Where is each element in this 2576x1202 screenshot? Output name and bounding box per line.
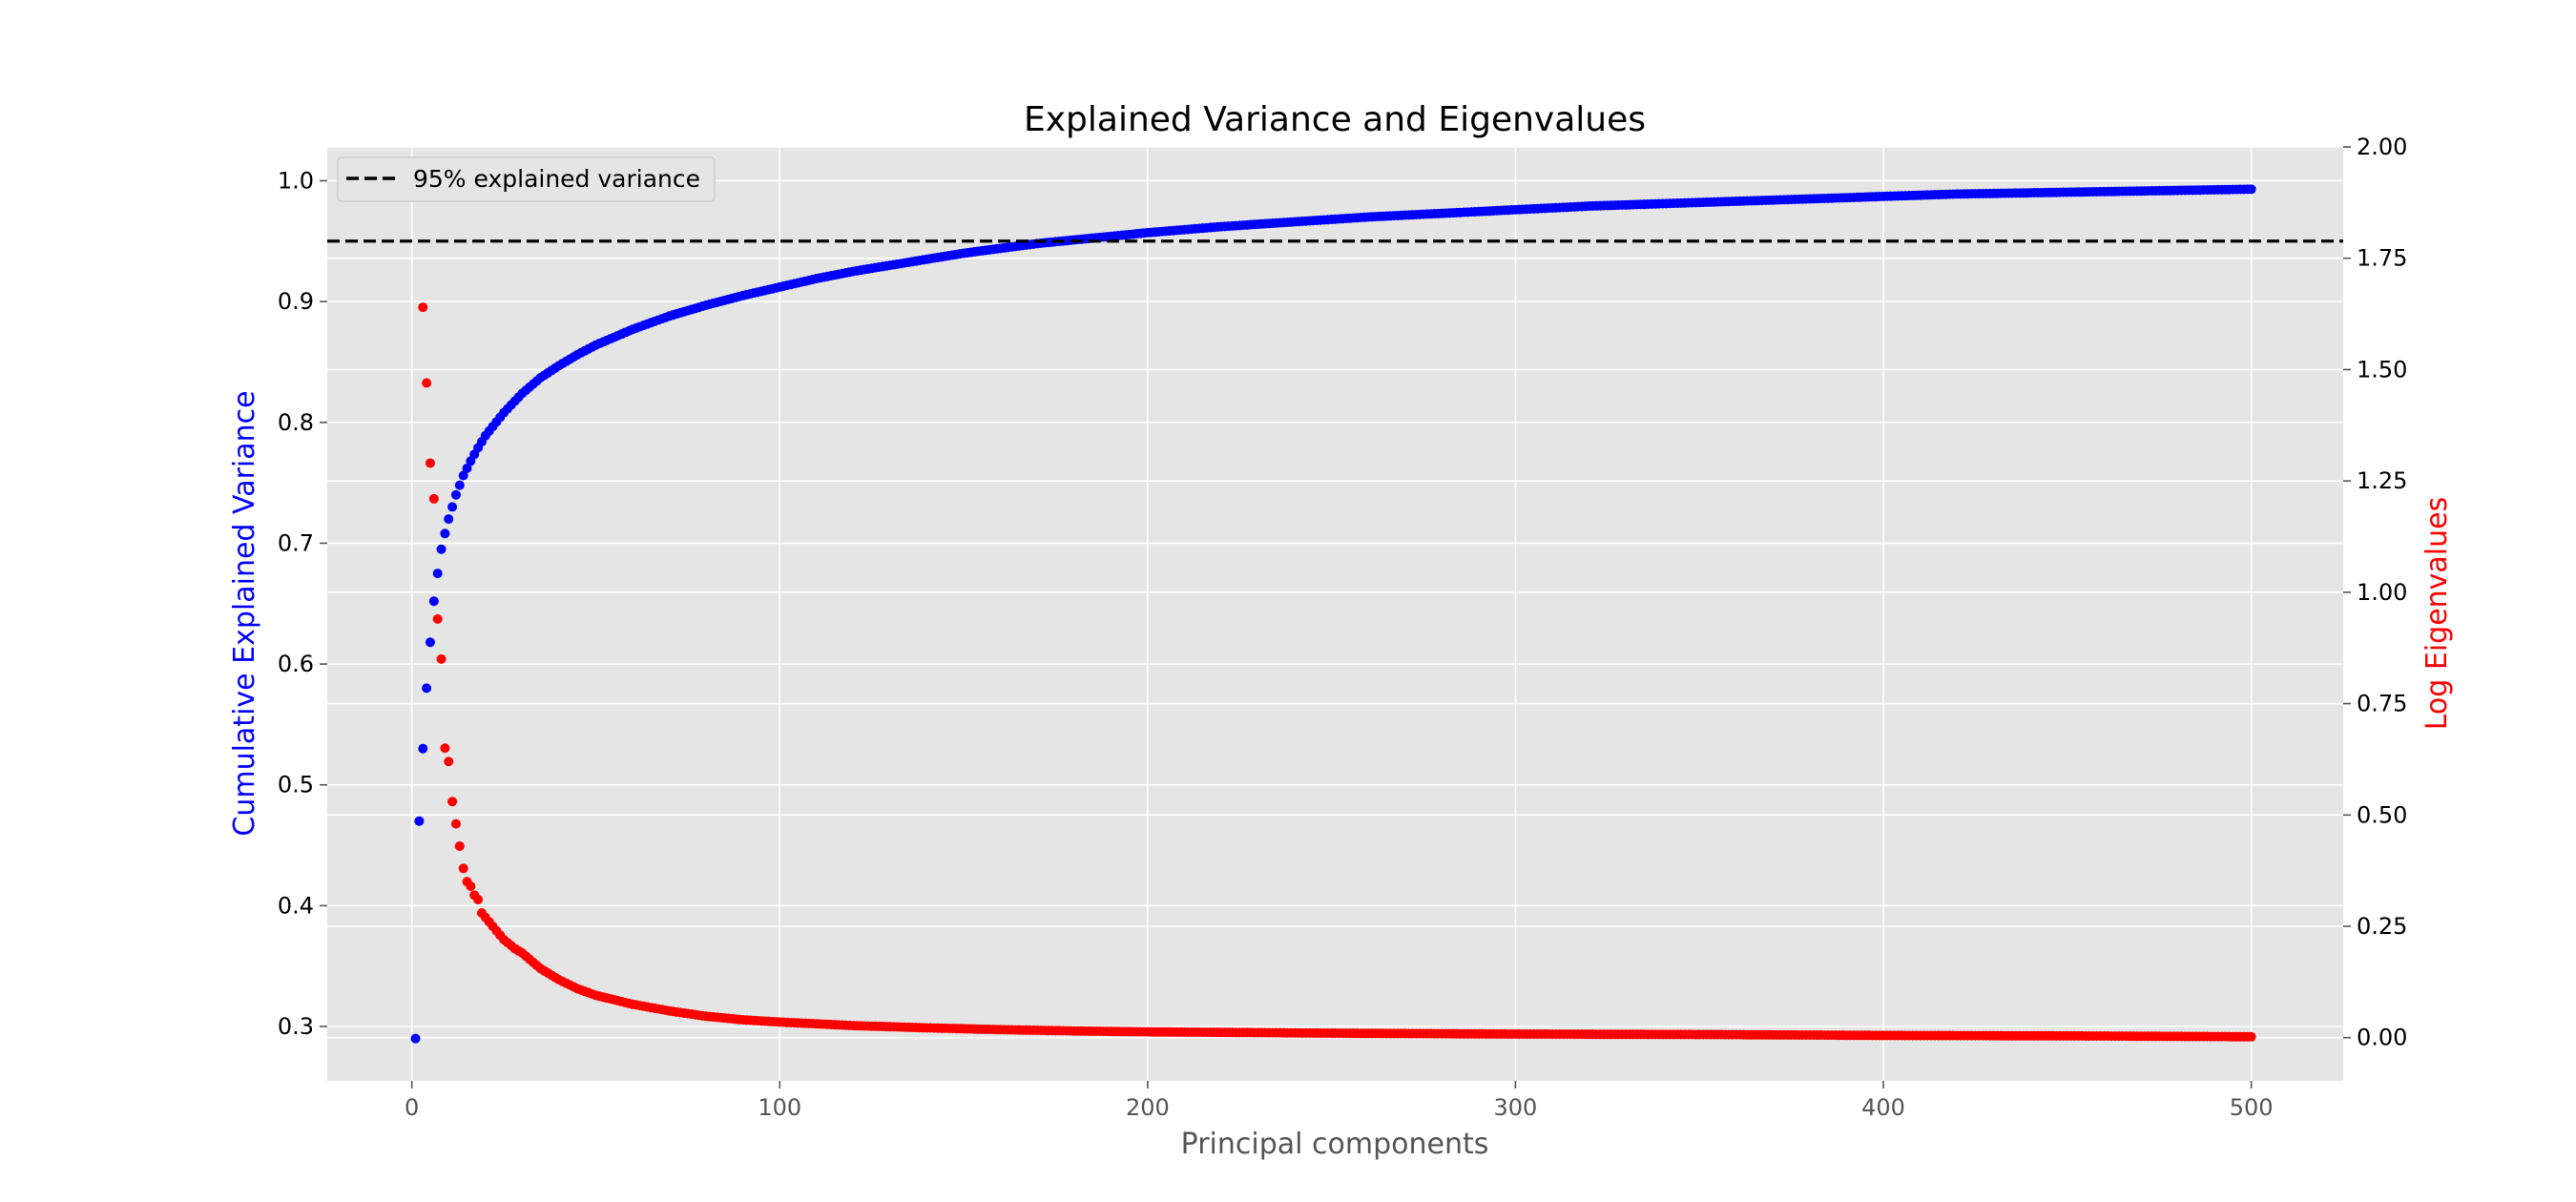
cumulative-variance-point xyxy=(436,544,447,554)
y-axis-left-label: Cumulative Explained Variance xyxy=(228,390,261,836)
cumulative-variance-point xyxy=(410,1033,421,1044)
x-tick-label: 200 xyxy=(1126,1094,1170,1121)
cumulative-variance-point xyxy=(422,683,432,694)
log-eigenvalue-point xyxy=(425,458,435,468)
plot-area xyxy=(327,147,2343,1081)
legend-entry-95-explained-variance: 95% explained variance xyxy=(413,165,700,193)
x-tick-label: 100 xyxy=(758,1094,801,1121)
cumulative-variance-series xyxy=(410,184,2256,1044)
legend: 95% explained variance xyxy=(337,156,716,202)
x-axis-label: Principal components xyxy=(1181,1128,1489,1161)
log-eigenvalue-point xyxy=(436,653,447,664)
y-left-tick-label: 1.0 xyxy=(278,167,314,194)
cumulative-variance-point xyxy=(462,463,472,473)
cumulative-variance-point xyxy=(414,816,425,826)
log-eigenvalue-point xyxy=(418,302,428,313)
cumulative-variance-point xyxy=(458,470,468,481)
chart-title: Explained Variance and Eigenvalues xyxy=(1024,100,1646,139)
y-axis-right-label: Log Eigenvalues xyxy=(2420,497,2454,731)
cumulative-variance-point xyxy=(2246,184,2256,195)
x-tick-label: 500 xyxy=(2230,1094,2274,1121)
cumulative-variance-point xyxy=(425,637,435,648)
cumulative-variance-point xyxy=(432,569,443,579)
cumulative-variance-point xyxy=(450,489,461,500)
y-left-tick-label: 0.8 xyxy=(278,409,314,436)
log-eigenvalue-point xyxy=(447,797,458,807)
log-eigenvalue-point xyxy=(466,881,476,891)
y-left-tick-label: 0.3 xyxy=(278,1013,314,1040)
log-eigenvalue-point xyxy=(422,378,432,388)
y-left-tick-label: 0.9 xyxy=(278,288,314,315)
log-eigenvalue-point xyxy=(458,863,468,874)
cumulative-variance-point xyxy=(447,502,458,512)
y-right-tick-label: 0.25 xyxy=(2357,913,2407,940)
y-left-tick-label: 0.5 xyxy=(278,772,314,798)
log-eigenvalue-point xyxy=(2246,1031,2256,1042)
x-tick-label: 400 xyxy=(1861,1094,1905,1121)
cumulative-variance-point xyxy=(440,528,450,539)
axes: 0 100 200 300 400 500 0.3 0.4 0.5 0.6 0.7 0.8 0.9 1.0… xyxy=(278,134,2408,1121)
log-eigenvalue-point xyxy=(428,493,439,504)
log-eigenvalue-point xyxy=(432,613,443,624)
legend-box xyxy=(337,156,716,202)
x-tick-label: 0 xyxy=(405,1094,419,1121)
cumulative-variance-point xyxy=(418,743,428,754)
y-left-tick-label: 0.4 xyxy=(278,892,314,919)
y-left-tick-label: 0.7 xyxy=(278,529,314,556)
y-right-tick-label: 2.00 xyxy=(2357,134,2407,160)
y-right-tick-label: 1.00 xyxy=(2357,579,2407,606)
x-tick-label: 300 xyxy=(1494,1094,1538,1121)
y-right-tick-label: 1.50 xyxy=(2357,356,2407,383)
y-right-tick-label: 0.50 xyxy=(2357,801,2407,828)
log-eigenvalue-point xyxy=(473,894,484,904)
log-eigenvalue-point xyxy=(440,743,450,754)
cumulative-variance-point xyxy=(444,514,454,525)
y-right-tick-label: 1.25 xyxy=(2357,467,2407,494)
cumulative-variance-point xyxy=(428,596,439,607)
y-right-tick-label: 1.75 xyxy=(2357,245,2407,272)
y-right-tick-label: 0.00 xyxy=(2357,1025,2407,1051)
log-eigenvalue-point xyxy=(454,840,465,851)
log-eigenvalue-point xyxy=(450,819,461,829)
y-right-tick-label: 0.75 xyxy=(2357,691,2407,717)
log-eigenvalues-series xyxy=(418,302,2256,1042)
cumulative-variance-point xyxy=(454,480,465,490)
log-eigenvalue-point xyxy=(444,756,454,767)
y-left-tick-label: 0.6 xyxy=(278,651,314,677)
